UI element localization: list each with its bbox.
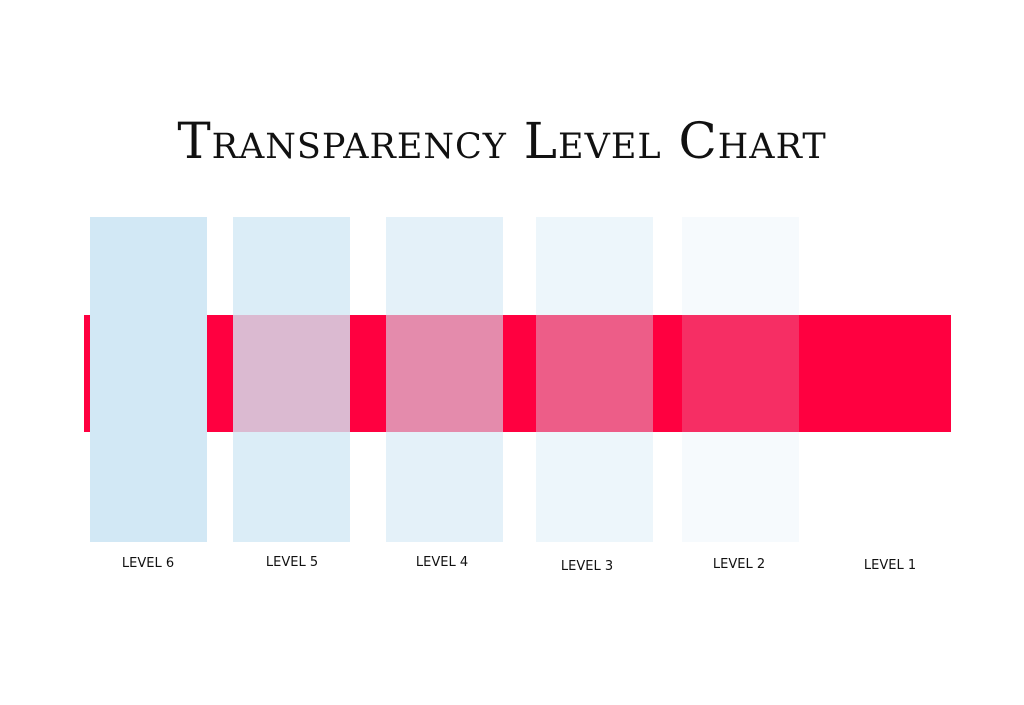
chart-title: Transparency Level Chart	[177, 112, 827, 170]
label-level-6: LEVEL 6	[121, 556, 175, 571]
label-level-4: LEVEL 4	[415, 555, 469, 570]
label-level-1: LEVEL 1	[863, 558, 917, 573]
color-stripe	[84, 315, 951, 432]
label-level-3: LEVEL 3	[560, 559, 614, 574]
swatch-level-4	[386, 217, 503, 542]
swatch-level-2	[682, 217, 799, 542]
swatch-level-6	[90, 217, 207, 542]
label-level-2: LEVEL 2	[712, 557, 766, 572]
swatch-level-3	[536, 217, 653, 542]
swatch-level-5	[233, 217, 350, 542]
label-level-5: LEVEL 5	[265, 555, 319, 570]
